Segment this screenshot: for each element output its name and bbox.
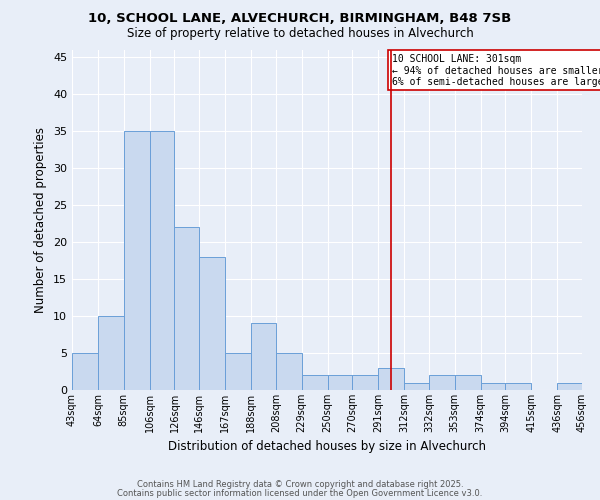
Bar [455,375,481,390]
Bar [557,382,582,390]
Bar [505,382,532,390]
Y-axis label: Number of detached properties: Number of detached properties [34,127,47,313]
Bar [72,353,98,390]
Bar [276,353,302,390]
Text: Contains HM Land Registry data © Crown copyright and database right 2025.: Contains HM Land Registry data © Crown c… [137,480,463,489]
Bar [378,368,404,390]
Bar [124,132,150,390]
Bar [150,132,175,390]
Bar [98,316,124,390]
Text: 10, SCHOOL LANE, ALVECHURCH, BIRMINGHAM, B48 7SB: 10, SCHOOL LANE, ALVECHURCH, BIRMINGHAM,… [88,12,512,26]
Bar [199,257,225,390]
Bar [404,382,429,390]
Bar [302,375,328,390]
X-axis label: Distribution of detached houses by size in Alvechurch: Distribution of detached houses by size … [168,440,486,454]
Bar [352,375,378,390]
Bar [251,324,276,390]
Bar [328,375,352,390]
Text: Contains public sector information licensed under the Open Government Licence v3: Contains public sector information licen… [118,488,482,498]
Bar [429,375,455,390]
Text: Size of property relative to detached houses in Alvechurch: Size of property relative to detached ho… [127,28,473,40]
Bar [175,228,199,390]
Text: 10 SCHOOL LANE: 301sqm
← 94% of detached houses are smaller (150)
6% of semi-det: 10 SCHOOL LANE: 301sqm ← 94% of detached… [392,54,600,87]
Bar [481,382,505,390]
Bar [225,353,251,390]
